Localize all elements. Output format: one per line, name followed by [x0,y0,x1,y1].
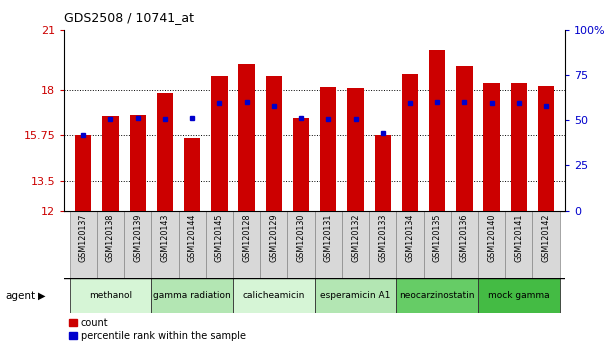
Text: GSM120137: GSM120137 [79,213,88,262]
Bar [152,278,233,313]
Bar [511,83,527,211]
Text: esperamicin A1: esperamicin A1 [320,291,390,300]
Text: calicheamicin: calicheamicin [243,291,305,300]
Bar [483,83,500,211]
Bar [184,138,200,211]
Bar [478,211,505,278]
Text: GSM120145: GSM120145 [215,213,224,262]
Text: GSM120131: GSM120131 [324,213,333,262]
Bar [347,88,364,211]
Text: GSM120130: GSM120130 [296,213,306,262]
Bar [152,211,178,278]
Bar [130,115,146,211]
Legend: count, percentile rank within the sample: count, percentile rank within the sample [69,318,246,341]
Bar [293,118,309,211]
Bar [206,211,233,278]
Text: mock gamma: mock gamma [488,291,550,300]
Text: GSM120141: GSM120141 [514,213,524,262]
Text: GDS2508 / 10741_at: GDS2508 / 10741_at [64,11,194,24]
Text: GSM120134: GSM120134 [406,213,414,262]
Bar [478,278,560,313]
Text: agent: agent [5,291,35,301]
Bar [70,278,152,313]
Bar [315,278,397,313]
Bar [75,135,92,211]
Text: GSM120138: GSM120138 [106,213,115,262]
Bar [375,135,391,211]
Bar [429,50,445,211]
Text: GSM120143: GSM120143 [161,213,169,262]
Bar [538,86,554,211]
Bar [456,66,472,211]
Text: GSM120144: GSM120144 [188,213,197,262]
Bar [211,76,227,211]
Text: GSM120135: GSM120135 [433,213,442,262]
Text: GSM120133: GSM120133 [378,213,387,262]
Bar [320,87,337,211]
Bar [178,211,206,278]
Bar [397,278,478,313]
Bar [266,76,282,211]
Bar [124,211,152,278]
Bar [233,278,315,313]
Text: neocarzinostatin: neocarzinostatin [400,291,475,300]
Bar [451,211,478,278]
Text: gamma radiation: gamma radiation [153,291,231,300]
Bar [70,211,97,278]
Text: methanol: methanol [89,291,132,300]
Text: ▶: ▶ [38,291,45,301]
Bar [505,211,533,278]
Bar [102,116,119,211]
Bar [402,74,418,211]
Bar [233,211,260,278]
Bar [397,211,423,278]
Bar [260,211,287,278]
Bar [369,211,397,278]
Bar [157,93,173,211]
Text: GSM120132: GSM120132 [351,213,360,262]
Bar [238,64,255,211]
Bar [287,211,315,278]
Bar [342,211,369,278]
Text: GSM120129: GSM120129 [269,213,279,262]
Bar [423,211,451,278]
Text: GSM120128: GSM120128 [242,213,251,262]
Bar [533,211,560,278]
Text: GSM120142: GSM120142 [541,213,551,262]
Text: GSM120140: GSM120140 [487,213,496,262]
Bar [315,211,342,278]
Bar [97,211,124,278]
Text: GSM120139: GSM120139 [133,213,142,262]
Text: GSM120136: GSM120136 [460,213,469,262]
